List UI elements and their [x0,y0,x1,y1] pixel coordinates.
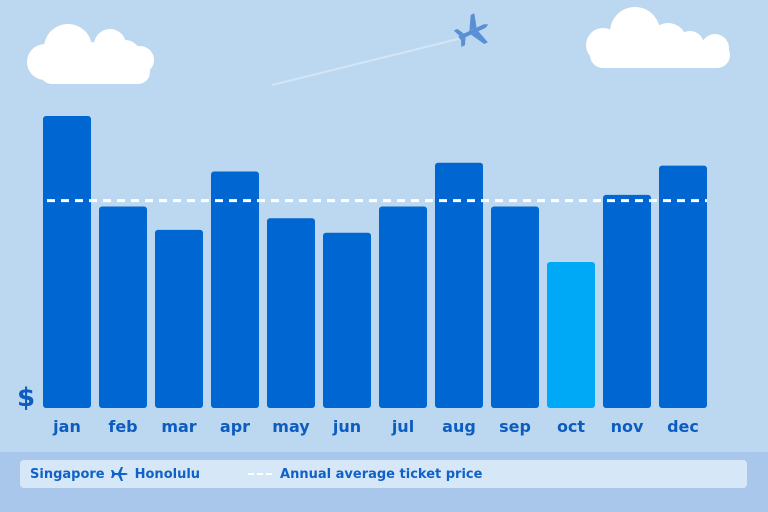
x-tick-label-aug: aug [442,417,476,436]
cloud-right-icon [586,7,730,68]
bar-aug [435,162,483,408]
x-tick-label-jul: jul [391,417,414,436]
y-axis-label: $ [17,383,35,413]
bar-sep [491,206,539,408]
x-tick-label-nov: nov [611,417,644,436]
airplane-icon [453,13,489,47]
x-tick-label-mar: mar [161,417,196,436]
airplane-icon [110,467,128,481]
bar-jan [43,116,91,408]
cloud-left-icon [27,24,154,84]
x-axis-labels: jan feb mar apr may jun jul aug sep oct nov dec [52,417,699,436]
x-tick-label-apr: apr [220,417,250,436]
bar-mar [155,229,203,408]
x-tick-label-feb: feb [108,417,137,436]
average-label: Annual average ticket price [280,466,483,482]
x-tick-label-dec: dec [667,417,699,436]
bar-jul [379,206,427,408]
origin-label: Singapore [30,466,105,482]
bar-may [267,218,315,408]
x-tick-label-sep: sep [499,417,531,436]
average-legend: Annual average ticket price [248,467,482,482]
destination-label: Honolulu [134,466,201,482]
bar-series [43,116,707,408]
bar-dec [659,165,707,408]
bar-nov [603,194,651,408]
legend: Singapore Honolulu Annual average ticket… [20,460,747,488]
x-tick-label-oct: oct [557,417,585,436]
bar-oct [547,262,595,408]
x-tick-label-jun: jun [332,417,361,436]
bar-feb [99,206,147,408]
route-legend: Singapore Honolulu [30,467,200,482]
average-line-swatch [248,473,273,475]
contrail [271,37,463,86]
x-tick-label-jan: jan [52,417,81,436]
x-tick-label-may: may [272,417,310,436]
bar-jun [323,232,371,408]
bar-apr [211,171,259,408]
